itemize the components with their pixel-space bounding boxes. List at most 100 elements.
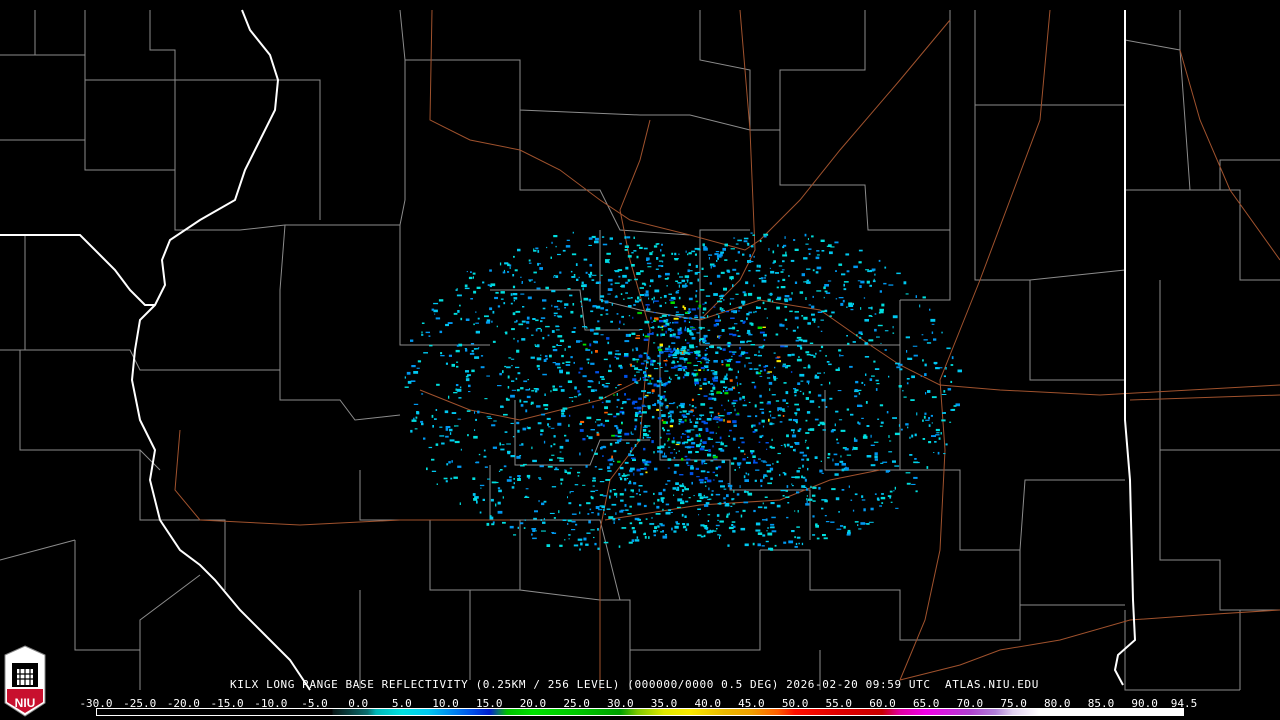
reflectivity-echo bbox=[617, 269, 623, 271]
reflectivity-echo bbox=[647, 306, 649, 309]
reflectivity-echo bbox=[651, 298, 653, 301]
reflectivity-echo bbox=[660, 326, 664, 329]
reflectivity-echo bbox=[672, 321, 674, 324]
reflectivity-echo bbox=[838, 511, 840, 513]
reflectivity-echo bbox=[632, 459, 636, 461]
reflectivity-echo bbox=[558, 510, 560, 514]
reflectivity-echo bbox=[466, 410, 471, 412]
reflectivity-echo bbox=[733, 405, 735, 407]
reflectivity-echo bbox=[702, 356, 707, 359]
reflectivity-echo bbox=[715, 441, 721, 443]
reflectivity-echo bbox=[701, 446, 704, 448]
reflectivity-echo bbox=[600, 295, 605, 298]
reflectivity-echo bbox=[657, 394, 661, 397]
reflectivity-echo bbox=[680, 501, 685, 505]
reflectivity-echo bbox=[673, 530, 677, 533]
reflectivity-echo bbox=[876, 497, 880, 501]
reflectivity-echo bbox=[646, 356, 650, 358]
reflectivity-echo bbox=[762, 519, 767, 521]
reflectivity-echo bbox=[829, 315, 832, 317]
reflectivity-echo bbox=[871, 315, 873, 317]
reflectivity-echo bbox=[588, 273, 593, 275]
reflectivity-echo bbox=[868, 315, 872, 317]
reflectivity-echo bbox=[850, 413, 854, 416]
reflectivity-echo bbox=[592, 477, 596, 480]
reflectivity-echo bbox=[840, 302, 844, 306]
reflectivity-echo bbox=[705, 295, 711, 297]
reflectivity-echo bbox=[893, 490, 895, 492]
reflectivity-echo bbox=[790, 429, 795, 432]
reflectivity-echo bbox=[551, 330, 555, 333]
reflectivity-echo bbox=[786, 328, 788, 330]
reflectivity-echo bbox=[841, 463, 846, 466]
reflectivity-echo bbox=[909, 436, 911, 439]
reflectivity-echo bbox=[439, 435, 445, 437]
reflectivity-echo bbox=[453, 476, 458, 479]
reflectivity-echo bbox=[874, 368, 880, 370]
reflectivity-echo bbox=[603, 358, 608, 361]
reflectivity-echo bbox=[410, 339, 414, 342]
reflectivity-echo bbox=[801, 542, 804, 546]
reflectivity-echo bbox=[582, 438, 586, 441]
reflectivity-echo bbox=[809, 400, 815, 403]
reflectivity-echo bbox=[788, 418, 792, 421]
reflectivity-echo bbox=[623, 355, 629, 358]
reflectivity-echo bbox=[552, 532, 557, 534]
reflectivity-echo bbox=[634, 374, 636, 377]
reflectivity-echo bbox=[700, 524, 705, 527]
reflectivity-echo bbox=[791, 483, 793, 485]
reflectivity-echo bbox=[800, 346, 803, 350]
reflectivity-echo bbox=[815, 271, 819, 274]
reflectivity-echo bbox=[740, 514, 743, 518]
reflectivity-echo bbox=[896, 272, 901, 275]
reflectivity-echo bbox=[718, 418, 723, 422]
reflectivity-echo bbox=[591, 449, 593, 452]
reflectivity-echo bbox=[590, 271, 593, 275]
reflectivity-echo bbox=[465, 370, 469, 373]
reflectivity-echo bbox=[884, 330, 889, 332]
reflectivity-echo bbox=[933, 361, 938, 364]
reflectivity-echo bbox=[707, 437, 711, 441]
reflectivity-echo bbox=[537, 250, 540, 253]
reflectivity-echo bbox=[552, 385, 555, 388]
reflectivity-echo bbox=[623, 473, 625, 476]
reflectivity-echo bbox=[833, 453, 838, 456]
reflectivity-echo bbox=[826, 361, 830, 363]
reflectivity-echo bbox=[936, 432, 940, 434]
reflectivity-echo bbox=[663, 324, 667, 327]
reflectivity-echo bbox=[689, 346, 695, 349]
reflectivity-echo bbox=[745, 472, 747, 474]
reflectivity-echo bbox=[608, 351, 613, 355]
reflectivity-echo bbox=[866, 455, 872, 458]
reflectivity-echo bbox=[636, 406, 642, 410]
reflectivity-echo bbox=[534, 344, 536, 346]
reflectivity-echo bbox=[560, 301, 562, 303]
reflectivity-echo bbox=[445, 435, 449, 438]
reflectivity-echo bbox=[895, 507, 899, 509]
reflectivity-echo bbox=[635, 337, 640, 339]
reflectivity-echo bbox=[789, 445, 793, 448]
reflectivity-echo bbox=[661, 531, 663, 533]
reflectivity-echo bbox=[502, 521, 506, 524]
reflectivity-echo bbox=[767, 371, 772, 373]
reflectivity-echo bbox=[561, 354, 564, 358]
reflectivity-echo bbox=[733, 237, 736, 239]
reflectivity-echo bbox=[630, 279, 632, 281]
reflectivity-echo bbox=[456, 365, 459, 368]
reflectivity-echo bbox=[416, 367, 420, 369]
reflectivity-echo bbox=[889, 440, 892, 442]
reflectivity-echo bbox=[628, 315, 631, 317]
reflectivity-echo bbox=[543, 518, 545, 521]
reflectivity-echo bbox=[472, 276, 474, 279]
reflectivity-echo bbox=[744, 364, 746, 368]
reflectivity-echo bbox=[878, 311, 881, 314]
reflectivity-echo bbox=[879, 290, 882, 293]
reflectivity-echo bbox=[644, 425, 647, 428]
reflectivity-echo bbox=[755, 522, 761, 526]
reflectivity-echo bbox=[598, 396, 603, 399]
reflectivity-echo bbox=[603, 385, 609, 388]
reflectivity-echo bbox=[627, 305, 632, 308]
reflectivity-echo bbox=[815, 524, 819, 528]
reflectivity-echo bbox=[753, 461, 758, 464]
reflectivity-echo bbox=[795, 339, 800, 342]
